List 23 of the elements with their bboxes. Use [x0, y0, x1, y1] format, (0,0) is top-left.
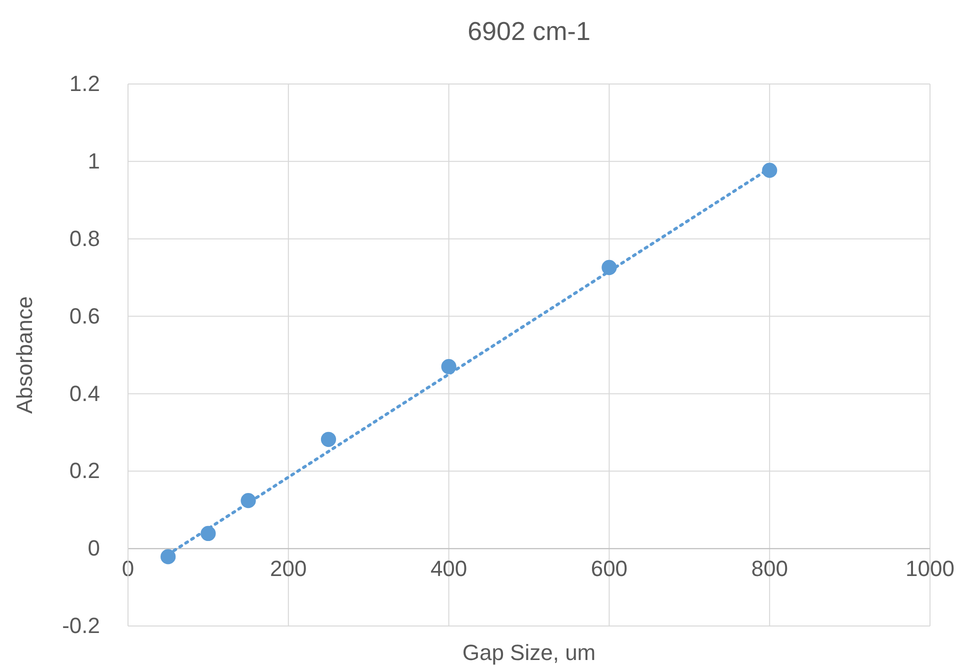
point [240, 493, 256, 508]
x-tick-label: 600 [590, 556, 628, 582]
y-tick-label: 0.4 [69, 380, 100, 406]
y-tick-label: 0.2 [69, 458, 100, 484]
point [320, 432, 336, 447]
y-tick-label: 0.8 [69, 226, 100, 251]
point [441, 359, 456, 374]
y-tick-label: -0.2 [62, 613, 100, 638]
y-tick-label: 0.6 [69, 303, 100, 328]
y-tick-label: 0 [88, 536, 100, 561]
point [200, 526, 216, 542]
x-tick-label: 400 [430, 556, 468, 582]
y-tick-label: 1 [88, 148, 100, 174]
y-axis-title: Absorbance [12, 296, 37, 414]
x-axis-title: Gap Size, um [462, 640, 596, 665]
y-tick-label: 1.2 [69, 71, 100, 96]
chart-title: 6902 cm-1 [468, 16, 590, 46]
x-tick-label: 1000 [906, 556, 954, 582]
x-tick-label: 200 [270, 556, 307, 582]
point [762, 162, 778, 178]
x-tick-label: 800 [751, 556, 788, 582]
point [160, 549, 176, 564]
point [602, 260, 617, 276]
